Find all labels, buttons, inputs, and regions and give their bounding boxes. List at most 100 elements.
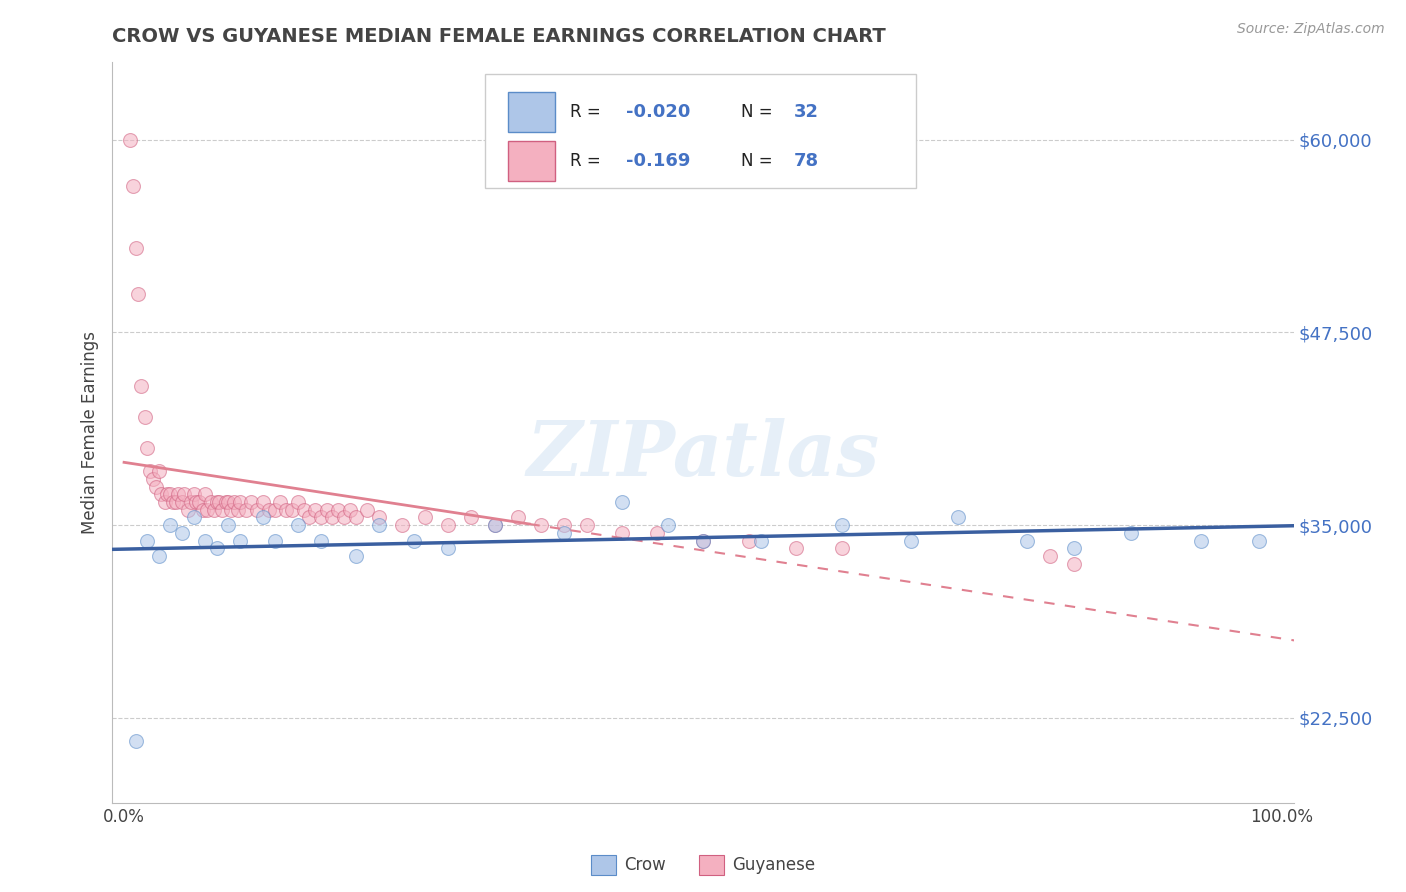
Point: [692, 533, 714, 548]
Point: [167, 487, 190, 501]
Point: [309, 510, 332, 524]
Text: N =: N =: [741, 103, 778, 121]
Point: [138, 464, 160, 478]
Point: [191, 502, 214, 516]
Point: [194, 487, 217, 501]
Point: [367, 518, 389, 533]
Point: [292, 502, 315, 516]
Point: [356, 502, 378, 516]
Point: [402, 533, 425, 548]
Point: [222, 495, 245, 509]
Point: [738, 533, 761, 548]
Point: [170, 495, 193, 509]
Point: [205, 495, 228, 509]
Point: [200, 495, 222, 509]
Point: [215, 495, 238, 509]
Point: [148, 464, 170, 478]
Point: [692, 533, 714, 548]
Point: [1063, 557, 1085, 571]
Point: [124, 734, 146, 748]
Point: [217, 495, 239, 509]
Point: [287, 495, 309, 509]
Point: [194, 533, 217, 548]
FancyBboxPatch shape: [508, 92, 555, 132]
Point: [257, 502, 280, 516]
Point: [162, 495, 184, 509]
Point: [229, 533, 252, 548]
Point: [235, 502, 257, 516]
Point: [183, 487, 205, 501]
Point: [413, 510, 436, 524]
Point: [118, 132, 141, 146]
Point: [1189, 533, 1212, 548]
Point: [437, 541, 460, 556]
Point: [177, 502, 200, 516]
Point: [1247, 533, 1270, 548]
Point: [315, 502, 337, 516]
Point: [309, 533, 332, 548]
Legend: Crow, Guyanese: Crow, Guyanese: [582, 847, 824, 883]
Point: [946, 510, 969, 524]
Point: [749, 533, 772, 548]
Point: [127, 286, 149, 301]
Point: [530, 518, 553, 533]
FancyBboxPatch shape: [508, 141, 555, 181]
Point: [263, 533, 285, 548]
Point: [333, 510, 356, 524]
Point: [298, 510, 321, 524]
Point: [269, 495, 291, 509]
Point: [246, 502, 269, 516]
Point: [219, 502, 242, 516]
Point: [506, 510, 529, 524]
Text: CROW VS GUYANESE MEDIAN FEMALE EARNINGS CORRELATION CHART: CROW VS GUYANESE MEDIAN FEMALE EARNINGS …: [112, 27, 886, 45]
Point: [122, 178, 145, 193]
Point: [645, 525, 668, 540]
Point: [165, 495, 187, 509]
Point: [159, 518, 181, 533]
Point: [321, 510, 343, 524]
Point: [344, 549, 367, 563]
Point: [484, 518, 506, 533]
Point: [831, 518, 853, 533]
Point: [211, 502, 233, 516]
Point: [240, 495, 263, 509]
Point: [576, 518, 599, 533]
Point: [304, 502, 326, 516]
Point: [136, 533, 159, 548]
Point: [367, 510, 389, 524]
FancyBboxPatch shape: [485, 73, 915, 188]
Text: -0.020: -0.020: [626, 103, 690, 121]
Point: [217, 518, 239, 533]
Point: [173, 487, 195, 501]
Text: R =: R =: [569, 103, 606, 121]
Point: [229, 495, 252, 509]
Point: [226, 502, 249, 516]
Text: N =: N =: [741, 152, 778, 169]
Point: [785, 541, 807, 556]
Point: [208, 495, 231, 509]
Point: [180, 495, 202, 509]
Point: [900, 533, 922, 548]
Point: [252, 510, 274, 524]
Point: [142, 472, 165, 486]
Point: [1039, 549, 1062, 563]
Point: [831, 541, 853, 556]
Text: R =: R =: [569, 152, 610, 169]
Point: [484, 518, 506, 533]
Point: [657, 518, 679, 533]
Point: [1063, 541, 1085, 556]
Point: [134, 410, 156, 425]
Text: ZIPatlas: ZIPatlas: [526, 417, 880, 491]
Point: [159, 487, 181, 501]
Text: 32: 32: [794, 103, 818, 121]
Point: [252, 495, 274, 509]
Point: [124, 240, 146, 254]
Point: [145, 480, 167, 494]
Point: [156, 487, 179, 501]
Point: [148, 549, 170, 563]
Point: [328, 502, 350, 516]
Y-axis label: Median Female Earnings: Median Female Earnings: [80, 331, 98, 534]
Text: -0.169: -0.169: [626, 152, 690, 169]
Point: [344, 510, 367, 524]
Point: [391, 518, 413, 533]
